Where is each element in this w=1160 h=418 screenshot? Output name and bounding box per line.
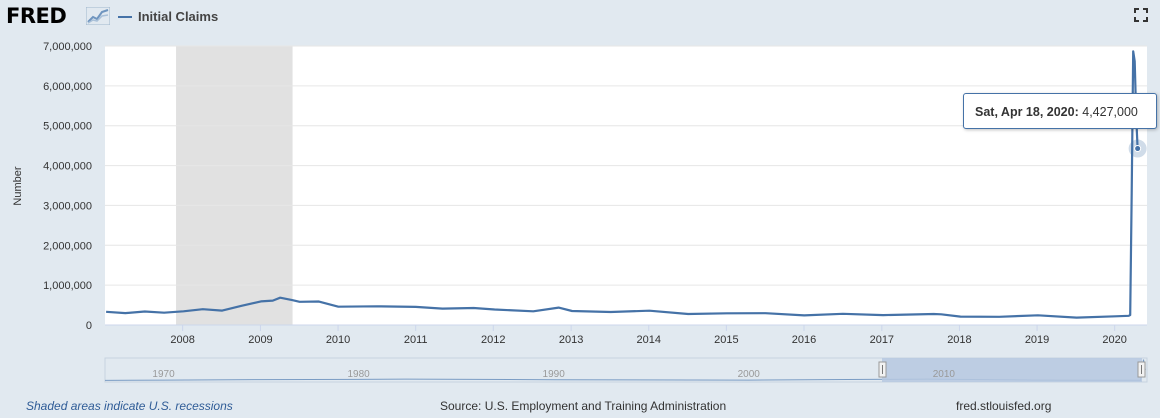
x-tick-label-1: 2009 (248, 334, 272, 346)
x-tick-label-12: 2020 (1102, 334, 1126, 346)
navigator-label-3: 2000 (738, 369, 761, 380)
chart-footer: Shaded areas indicate U.S. recessions So… (0, 397, 1160, 418)
fullscreen-icon[interactable] (1134, 8, 1148, 22)
tooltip-date: Sat, Apr 18, 2020: (975, 105, 1079, 119)
y-tick-label-0: 0 (86, 320, 92, 332)
recession-shading (176, 46, 293, 325)
fred-logo[interactable]: FRED (6, 4, 67, 28)
chart-header: FRED Initial Claims (0, 0, 1160, 36)
legend-label: Initial Claims (138, 9, 219, 24)
legend-swatch (118, 15, 132, 18)
tooltip: Sat, Apr 18, 2020: 4,427,000 (963, 93, 1157, 129)
highlight-marker[interactable] (1128, 139, 1147, 158)
chart-svg: 0 1,000,000 2,000,000 3,000,000 4,000,000 5,0… (12, 41, 1148, 383)
site-link[interactable]: fred.stlouisfed.org (956, 399, 1052, 413)
x-tick-label-10: 2018 (947, 334, 971, 346)
recession-bar-0 (176, 46, 293, 325)
x-tick-label-3: 2011 (404, 334, 428, 346)
navigator-labels: 1970 1980 1990 2000 2010 (152, 369, 955, 380)
navigator-handle-right[interactable] (1137, 361, 1146, 378)
x-tick-label-0: 2008 (170, 334, 194, 346)
navigator-label-2: 1990 (543, 369, 566, 380)
navigator-selection[interactable] (882, 358, 1142, 382)
x-axis: 2008 2009 2010 2011 2012 2013 2014 2015 2016 2017… (105, 324, 1147, 346)
series-line-initial-claims[interactable] (106, 50, 1139, 319)
chart-line-icon (86, 7, 110, 25)
y-tick-label-5: 5,000,000 (43, 121, 92, 133)
navigator-label-4: 2010 (933, 369, 956, 380)
y-tick-label-3: 3,000,000 (43, 200, 92, 212)
navigator-label-1: 1980 (347, 369, 370, 380)
x-tick-label-7: 2015 (714, 334, 738, 346)
x-tick-label-6: 2014 (637, 334, 661, 346)
x-tick-label-4: 2012 (481, 334, 505, 346)
y-tick-label-2: 2,000,000 (43, 240, 92, 252)
x-tick-label-5: 2013 (559, 334, 583, 346)
source-note: Source: U.S. Employment and Training Adm… (440, 399, 727, 413)
navigator-handle-left[interactable] (878, 361, 887, 378)
recession-note-link[interactable]: Shaded areas indicate U.S. recessions (26, 399, 233, 413)
y-tick-label-1: 1,000,000 (43, 280, 92, 292)
y-axis: 0 1,000,000 2,000,000 3,000,000 4,000,000 5,0… (43, 41, 92, 332)
x-tick-label-8: 2016 (792, 334, 816, 346)
highlight-point (1134, 145, 1142, 153)
y-tick-label-6: 6,000,000 (43, 81, 92, 93)
x-tick-label-2: 2010 (326, 334, 350, 346)
x-tick-label-11: 2019 (1025, 334, 1049, 346)
y-tick-label-4: 4,000,000 (43, 161, 92, 173)
y-tick-label-7: 7,000,000 (43, 41, 92, 53)
x-tick-label-9: 2017 (870, 334, 894, 346)
legend[interactable]: Initial Claims (118, 9, 218, 24)
y-axis-label: Number (12, 166, 24, 205)
tooltip-value: 4,427,000 (1082, 105, 1138, 119)
navigator-label-0: 1970 (152, 369, 175, 380)
